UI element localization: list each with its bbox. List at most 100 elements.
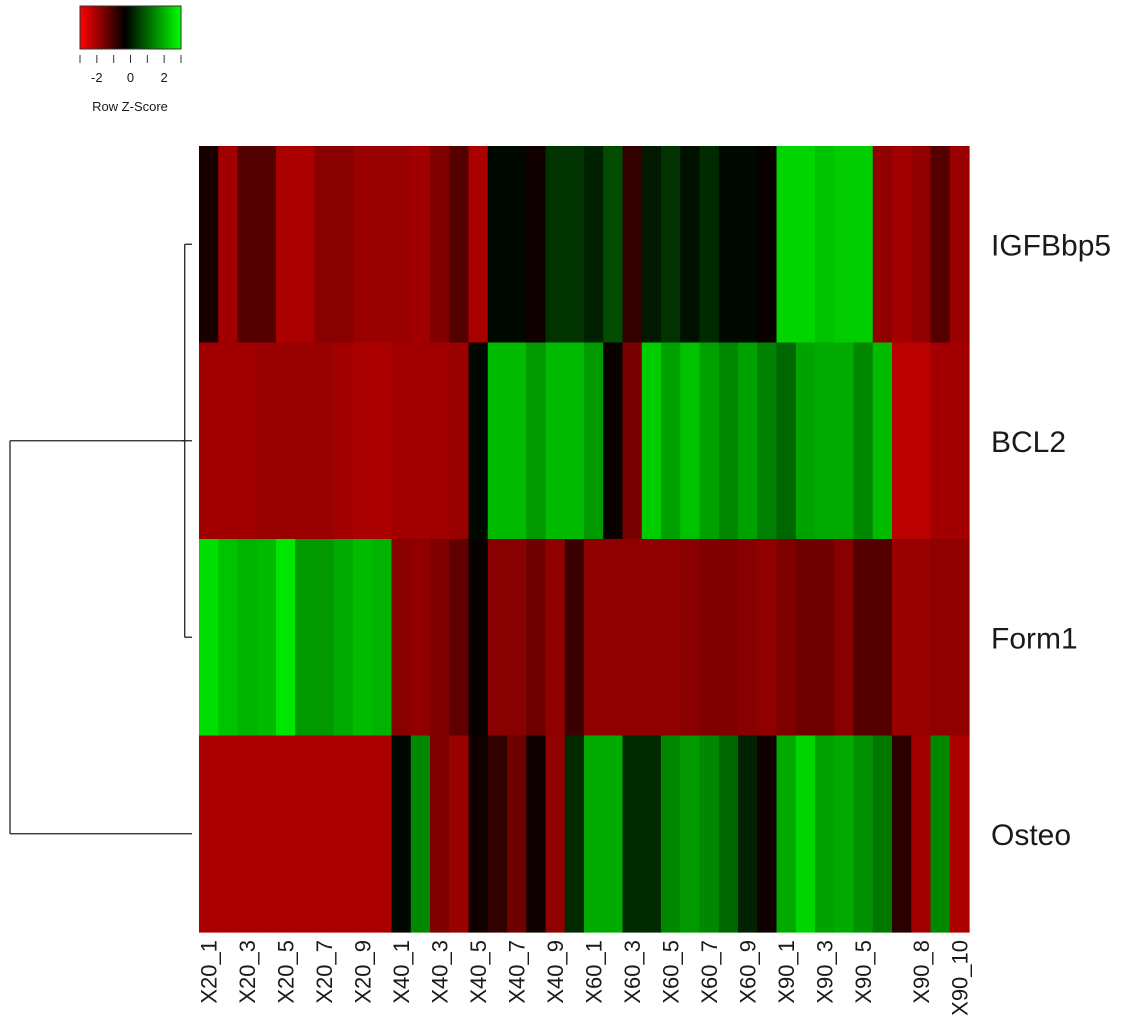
color-key: -2 0 2 Row Z-Score	[79, 5, 182, 114]
column-label: X90_8	[909, 940, 934, 1004]
heatmap-cell	[641, 539, 662, 737]
row-dendrogram	[9, 243, 192, 835]
heatmap-cell	[391, 539, 412, 737]
heatmap-cell	[333, 735, 354, 933]
heatmap-cell	[584, 146, 604, 344]
heatmap-cell	[718, 735, 739, 933]
heatmap-cell	[853, 735, 874, 933]
heatmap-cell	[237, 146, 258, 344]
heatmap-cell	[738, 735, 758, 933]
heatmap-cell	[430, 539, 450, 737]
heatmap-cell	[430, 342, 450, 540]
heatmap-cell	[218, 735, 239, 933]
heatmap-cell	[256, 539, 277, 737]
color-key-tick-label: 2	[161, 70, 168, 85]
heatmap-cell	[314, 146, 335, 344]
column-label: X20_1	[197, 940, 222, 1004]
row-labels: IGFBbp5 BCL2 Form1 Osteo	[991, 229, 1111, 852]
column-label: X60_9	[736, 940, 761, 1004]
heatmap-cell	[680, 735, 701, 933]
heatmap-cell	[872, 539, 893, 737]
color-key-title: Row Z-Score	[92, 99, 168, 114]
heatmap-cell	[930, 146, 951, 344]
heatmap-cell	[584, 342, 604, 540]
heatmap-cell	[584, 539, 604, 737]
heatmap-cell	[430, 146, 450, 344]
heatmap-cell	[526, 735, 547, 933]
heatmap-cell	[449, 735, 470, 933]
heatmap-cell	[795, 342, 816, 540]
heatmap-cell	[430, 735, 450, 933]
color-key-tick-label: -2	[91, 70, 103, 85]
heatmap-cell	[795, 735, 816, 933]
heatmap-cell	[410, 539, 431, 737]
heatmap-cell	[776, 342, 797, 540]
heatmap-cell	[218, 342, 239, 540]
heatmap-cell	[564, 539, 585, 737]
heatmap-cell	[353, 539, 373, 737]
heatmap-cell	[449, 539, 470, 737]
heatmap-cell	[815, 735, 835, 933]
heatmap-cell	[295, 146, 316, 344]
heatmap-cell	[930, 735, 951, 933]
heatmap-cell	[641, 735, 662, 933]
column-label: X90_10	[947, 940, 972, 1016]
heatmap-cell	[468, 342, 489, 540]
heatmap-cell	[603, 146, 624, 344]
heatmap-cell	[507, 735, 527, 933]
heatmap-cell	[718, 539, 739, 737]
heatmap-cell	[641, 342, 662, 540]
heatmap-cell	[680, 539, 701, 737]
heatmap-cell	[372, 735, 393, 933]
heatmap-cell	[526, 342, 547, 540]
heatmap-cell	[487, 539, 508, 737]
heatmap-cell	[892, 342, 912, 540]
heatmap-cell	[680, 146, 701, 344]
heatmap-cell	[410, 146, 431, 344]
heatmap-cell	[815, 342, 835, 540]
heatmap-cell	[372, 146, 393, 344]
row-label: IGFBbp5	[991, 229, 1111, 262]
heatmap-cell	[738, 539, 758, 737]
column-label: X40_1	[389, 940, 414, 1004]
row-label: Osteo	[991, 819, 1071, 852]
heatmap-cell	[718, 146, 739, 344]
heatmap-cell	[564, 735, 585, 933]
heatmap-cell	[776, 146, 797, 344]
heatmap-cell	[276, 539, 296, 737]
heatmap-cell	[526, 539, 547, 737]
heatmap-cell	[699, 539, 720, 737]
heatmap-cell	[545, 342, 566, 540]
column-label: X20_9	[351, 940, 376, 1004]
heatmap-cell	[353, 735, 373, 933]
column-label: X20_5	[274, 940, 299, 1004]
heatmap-cell	[911, 146, 932, 344]
heatmap-cells	[199, 146, 970, 933]
heatmap-cell	[199, 146, 219, 344]
heatmap-cell	[295, 539, 316, 737]
heatmap-cell	[949, 735, 970, 933]
column-label: X90_3	[813, 940, 838, 1004]
column-label: X20_3	[235, 940, 260, 1004]
heatmap-cell	[468, 146, 489, 344]
heatmap-cell	[795, 539, 816, 737]
heatmap-cell	[622, 342, 643, 540]
heatmap-cell	[487, 342, 508, 540]
heatmap-cell	[603, 539, 624, 737]
heatmap-cell	[661, 342, 681, 540]
heatmap-cell	[333, 539, 354, 737]
heatmap-cell	[276, 735, 296, 933]
heatmap-cell	[699, 735, 720, 933]
heatmap-cell	[256, 342, 277, 540]
heatmap-cell	[872, 342, 893, 540]
heatmap-cell	[776, 539, 797, 737]
column-label: X60_1	[582, 940, 607, 1004]
heatmap-cell	[564, 146, 585, 344]
heatmap-cell	[256, 146, 277, 344]
heatmap-cell	[757, 735, 778, 933]
heatmap-cell	[872, 146, 893, 344]
heatmap-cell	[468, 735, 489, 933]
heatmap-cell	[391, 342, 412, 540]
heatmap-cell	[661, 146, 681, 344]
